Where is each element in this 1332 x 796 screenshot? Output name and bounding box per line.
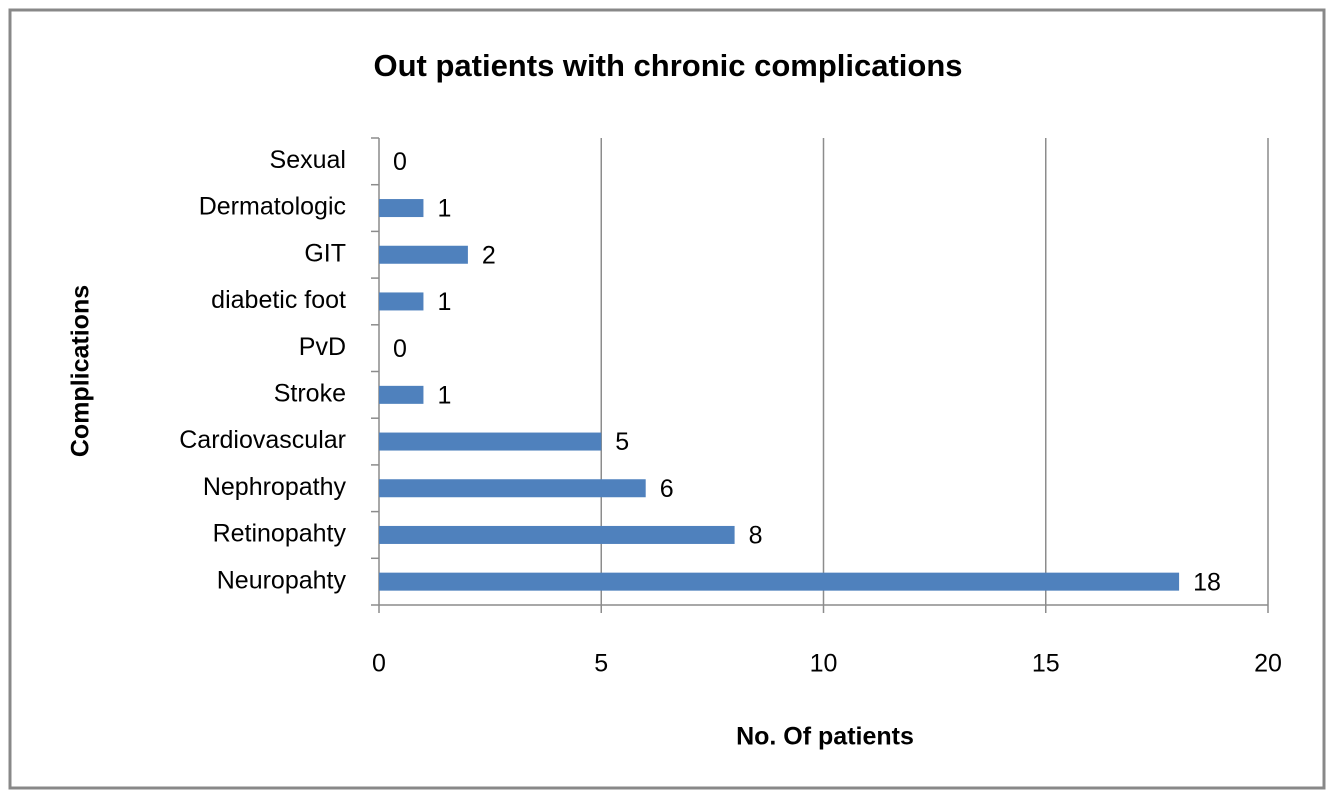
x-tick-label: 10	[810, 650, 838, 678]
x-tick-label: 15	[1032, 650, 1060, 678]
value-label: 1	[437, 195, 451, 223]
y-tick-label: Sexual	[270, 146, 346, 174]
chart-title: Out patients with chronic complications	[373, 48, 962, 83]
y-tick-label: Nephropathy	[203, 473, 347, 501]
bar	[379, 572, 1180, 591]
x-tick-label: 5	[594, 650, 608, 678]
value-label: 0	[393, 148, 407, 176]
bar	[379, 385, 424, 404]
y-tick-label: Neuropahty	[217, 566, 347, 594]
y-tick-label: diabetic foot	[211, 286, 346, 314]
bar	[379, 479, 646, 498]
x-axis-title: No. Of patients	[736, 723, 914, 751]
value-label: 2	[482, 241, 496, 269]
bar	[379, 245, 468, 264]
y-tick-label: Cardiovascular	[179, 426, 346, 454]
value-label: 5	[615, 428, 629, 456]
value-label: 0	[393, 335, 407, 363]
bar	[379, 525, 735, 544]
value-label: 6	[660, 475, 674, 503]
y-tick-label: Dermatologic	[199, 193, 346, 221]
value-label: 18	[1193, 568, 1221, 596]
y-tick-label: Stroke	[274, 379, 346, 407]
y-tick-label: PvD	[299, 333, 346, 361]
value-label: 1	[437, 288, 451, 316]
x-tick-label: 0	[372, 650, 386, 678]
y-axis-title: Complications	[67, 285, 95, 457]
bar	[379, 432, 602, 451]
value-label: 8	[749, 522, 763, 550]
value-label: 1	[437, 381, 451, 409]
y-tick-label: Retinopahty	[213, 520, 347, 548]
bar	[379, 199, 424, 218]
y-tick-label: GIT	[304, 239, 346, 267]
bar	[379, 292, 424, 311]
chart-frame	[8, 8, 1326, 790]
x-tick-label: 20	[1254, 650, 1282, 678]
